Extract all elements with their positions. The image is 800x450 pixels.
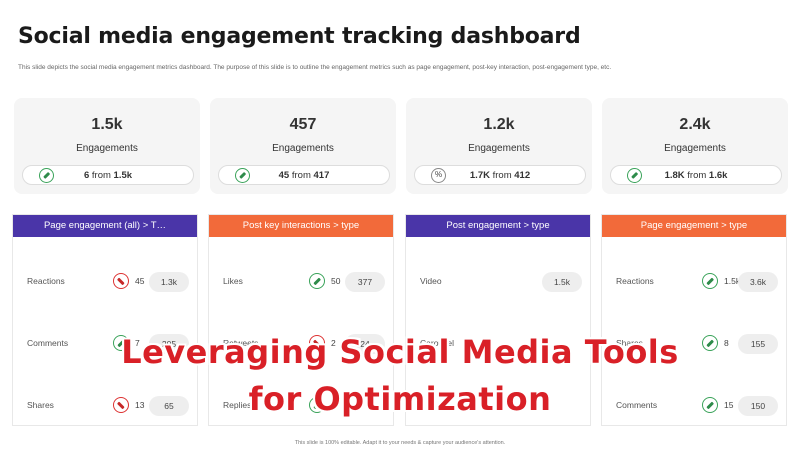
pencil-icon: [235, 168, 250, 183]
row-value: 2: [331, 338, 336, 348]
metrics-panel: Page engagement (all) > T… Reactions 45 …: [12, 214, 198, 426]
kpi-comparison: 45 from 417: [218, 165, 390, 185]
row-value: 13: [135, 400, 145, 410]
kpi-from-total: 417: [313, 170, 330, 181]
row-total: 377: [345, 272, 385, 292]
row-total: 65: [149, 396, 189, 416]
kpi-from-total: 412: [514, 170, 531, 181]
kpi-comparison: 6 from 1.5k: [22, 165, 194, 185]
kpi-label: Engagements: [76, 143, 138, 154]
percent-icon: %: [431, 168, 446, 183]
row-label: Reactions: [616, 276, 654, 286]
kpi-card: 457 Engagements 45 from 417: [210, 98, 396, 194]
kpi-from-total: 1.5k: [113, 170, 133, 181]
panel-header: Page engagement > type: [602, 215, 786, 237]
kpi-from-word: from: [687, 170, 707, 181]
kpi-comparison: 1.8K from 1.6k: [610, 165, 782, 185]
pencil-icon: [39, 168, 54, 183]
metrics-panel: Page engagement > type Reactions 1.5k 3.…: [601, 214, 787, 426]
red-arrow-icon: [113, 397, 129, 413]
row-value: 50: [331, 276, 341, 286]
row-value: 7: [135, 338, 140, 348]
table-row: Shares 8 155: [602, 333, 786, 355]
pencil-icon: [702, 273, 718, 289]
pencil-icon: [702, 335, 718, 351]
red-arrow-icon: [309, 335, 325, 351]
row-value: 1.5k: [724, 276, 741, 286]
kpi-card: 2.4k Engagements 1.8K from 1.6k: [602, 98, 788, 194]
row-label: Replies: [223, 400, 252, 410]
table-row: Reactions 45 1.3k: [13, 271, 197, 293]
row-total: 155: [738, 334, 778, 354]
kpi-value: 457: [289, 116, 317, 133]
panel-header: Page engagement (all) > T…: [13, 215, 197, 237]
row-value: 15: [724, 400, 734, 410]
kpi-from-value: 6: [83, 170, 90, 181]
table-row: Reactions 1.5k 3.6k: [602, 271, 786, 293]
row-label: Comments: [616, 400, 658, 410]
panel-header: Post key interactions > type: [209, 215, 393, 237]
kpi-from-total: 1.6k: [708, 170, 728, 181]
kpi-label: Engagements: [272, 143, 334, 154]
kpi-from-value: 1.7K: [469, 170, 490, 181]
row-label: Likes: [223, 276, 243, 286]
row-label: Retweets: [223, 338, 259, 348]
kpi-card: 1.2k Engagements % 1.7K from 412: [406, 98, 592, 194]
row-total: 205: [149, 334, 189, 354]
row-total: 3.6k: [738, 272, 778, 292]
kpi-value: 2.4k: [679, 116, 711, 133]
metrics-panel: Post key interactions > type Likes 50 37…: [208, 214, 394, 426]
kpi-value: 1.2k: [483, 116, 515, 133]
row-label: Video: [420, 276, 442, 286]
pencil-icon: [309, 397, 325, 413]
slide-title: Social media engagement tracking dashboa…: [18, 24, 581, 49]
row-label: Shares: [27, 400, 54, 410]
red-arrow-icon: [113, 273, 129, 289]
row-label: Reactions: [27, 276, 65, 286]
slide-subtitle: This slide depicts the social media enga…: [18, 64, 612, 71]
row-value: 8: [724, 338, 729, 348]
row-label: Shares: [616, 338, 643, 348]
kpi-comparison: % 1.7K from 412: [414, 165, 586, 185]
metrics-panel: Post engagement > type Video 1.5k Carous…: [405, 214, 591, 426]
pencil-icon: [627, 168, 642, 183]
kpi-value: 1.5k: [91, 116, 123, 133]
row-value: 45: [135, 276, 145, 286]
row-total: 1.3k: [149, 272, 189, 292]
table-row: Video 1.5k: [406, 271, 590, 293]
pencil-icon: [309, 273, 325, 289]
row-total: 1.5k: [542, 272, 582, 292]
row-label: Carousel: [420, 338, 455, 348]
table-row: Likes 50 377: [209, 271, 393, 293]
slide-footer: This slide is 100% editable. Adapt it to…: [294, 440, 506, 446]
row-total: 150: [738, 396, 778, 416]
row-label: Comments: [27, 338, 69, 348]
row-total: 24: [345, 334, 385, 354]
kpi-card: 1.5k Engagements 6 from 1.5k: [14, 98, 200, 194]
kpi-from-word: from: [492, 170, 512, 181]
overlay-headline-line2: for Optimization: [248, 380, 552, 418]
pencil-icon: [113, 335, 129, 351]
table-row: Shares 13 65: [13, 395, 197, 417]
overlay-headline-line1: Leveraging Social Media Tools: [121, 333, 679, 371]
kpi-label: Engagements: [664, 143, 726, 154]
table-row: Comments 7 205: [13, 333, 197, 355]
table-row: Carousel: [406, 333, 590, 355]
panel-header: Post engagement > type: [406, 215, 590, 237]
kpi-label: Engagements: [468, 143, 530, 154]
kpi-from-value: 1.8K: [664, 170, 685, 181]
kpi-from-word: from: [291, 170, 311, 181]
kpi-from-value: 45: [278, 170, 290, 181]
table-row: Comments 15 150: [602, 395, 786, 417]
table-row: Retweets 2 24: [209, 333, 393, 355]
table-row: Replies: [209, 395, 393, 417]
pencil-icon: [702, 397, 718, 413]
kpi-from-word: from: [91, 170, 111, 181]
